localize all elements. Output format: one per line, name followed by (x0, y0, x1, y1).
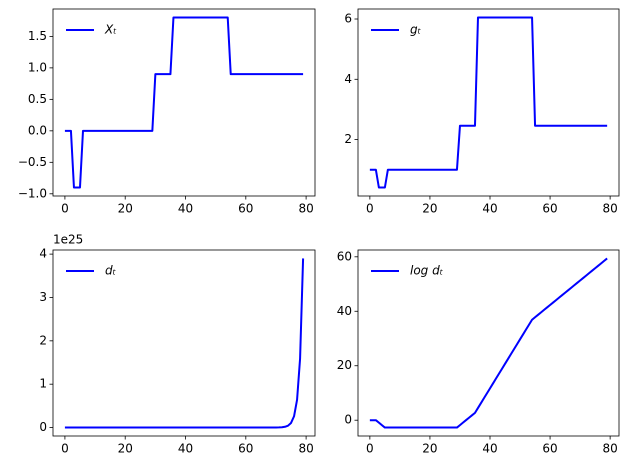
x-tick-label: 40 (482, 202, 497, 216)
x-tick-label: 60 (542, 202, 557, 216)
axis-offset-text: 1e25 (53, 233, 83, 247)
subplot (53, 250, 315, 436)
x-tick-label: 80 (298, 202, 313, 216)
legend-label: log dₜ (410, 264, 444, 278)
x-tick-label: 40 (482, 442, 497, 456)
x-tick-label: 0 (61, 442, 69, 456)
subplot (358, 250, 619, 436)
x-tick-label: 60 (542, 442, 557, 456)
x-tick-label: 80 (602, 442, 617, 456)
subplot (358, 9, 619, 196)
y-tick-label: 20 (337, 358, 352, 372)
y-tick-label: 2 (39, 333, 47, 347)
y-tick-label: −0.5 (18, 155, 47, 169)
y-tick-label: 40 (337, 304, 352, 318)
axes-background (53, 9, 315, 196)
x-tick-label: 80 (602, 202, 617, 216)
legend-label: gₜ (410, 23, 422, 37)
data-line (369, 16, 608, 189)
y-tick-label: 1 (39, 377, 47, 391)
y-tick-label: 4 (344, 72, 352, 86)
y-tick-label: 1.0 (28, 60, 47, 74)
axes-frame (52, 249, 316, 437)
x-tick-label: 20 (422, 442, 437, 456)
x-tick-label: 20 (118, 202, 133, 216)
y-tick-label: 0 (39, 420, 47, 434)
x-tick-label: 60 (238, 202, 253, 216)
axes-frame (52, 8, 316, 197)
y-tick-label: 60 (337, 249, 352, 263)
axes-frame (357, 8, 620, 197)
y-tick-label: 3 (39, 290, 47, 304)
axes-background (53, 250, 315, 436)
x-tick-label: 80 (298, 442, 313, 456)
axes-background (358, 9, 619, 196)
data-line (369, 257, 608, 429)
x-tick-label: 60 (238, 442, 253, 456)
legend-label: dₜ (105, 264, 117, 278)
data-line (64, 258, 305, 429)
subplot (53, 9, 315, 196)
axes-background (358, 250, 619, 436)
y-tick-label: −1.0 (18, 186, 47, 200)
y-tick-label: 2 (344, 132, 352, 146)
data-line (64, 16, 304, 189)
x-tick-label: 20 (422, 202, 437, 216)
y-tick-label: 6 (344, 12, 352, 26)
y-tick-label: 0 (344, 413, 352, 427)
y-tick-label: 4 (39, 247, 47, 261)
x-tick-label: 0 (366, 442, 374, 456)
y-tick-label: 0.0 (28, 123, 47, 137)
axes-frame (357, 249, 620, 437)
legend-label: Xₜ (104, 23, 117, 37)
x-tick-label: 20 (118, 442, 133, 456)
x-tick-label: 40 (178, 202, 193, 216)
y-tick-label: 0.5 (28, 92, 47, 106)
x-tick-label: 0 (61, 202, 69, 216)
x-tick-label: 0 (366, 202, 374, 216)
y-tick-label: 1.5 (28, 29, 47, 43)
x-tick-label: 40 (178, 442, 193, 456)
